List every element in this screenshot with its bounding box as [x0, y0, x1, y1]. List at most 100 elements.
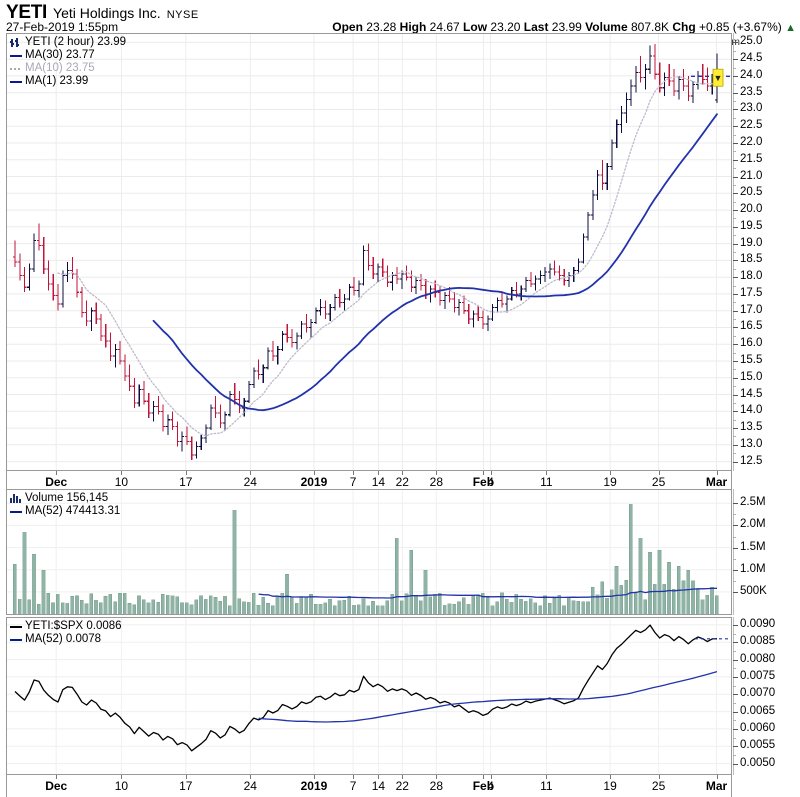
- axis-tick: [733, 243, 738, 245]
- axis-tick-label: 0.0070: [740, 687, 776, 700]
- x-axis-tick: [483, 775, 485, 779]
- ratio-chart-panel[interactable]: [6, 617, 732, 775]
- axis-tick-label: 19.0: [740, 236, 763, 249]
- volume-y-axis: 2.5M 2.0M 1.5M 1.0M 500K: [733, 489, 796, 615]
- x-axis-tick: [56, 775, 58, 779]
- axis-minor-tick: [733, 702, 736, 704]
- axis-tick: [733, 361, 738, 362]
- x-axis-label: 25: [651, 475, 666, 489]
- x-axis-label: 24: [243, 779, 257, 793]
- axis-tick: [733, 210, 738, 212]
- axis-tick: [733, 92, 738, 94]
- axis-minor-tick: [733, 436, 736, 438]
- x-axis-label: 25: [651, 779, 666, 793]
- axis-tick-label: 19.5: [740, 219, 763, 232]
- x-axis-label: 22: [395, 475, 409, 489]
- axis-tick: [733, 109, 738, 111]
- axis-minor-tick: [733, 134, 736, 136]
- axis-minor-tick: [733, 117, 736, 119]
- axis-minor-tick: [733, 201, 736, 203]
- price-chart-panel[interactable]: ▼: [6, 33, 732, 471]
- axis-tick-label: 0.0085: [740, 635, 776, 648]
- ratio-y-axis: 0.0090 0.0085 0.0080 0.0075 0.0070 0.0065 0.00…: [733, 617, 796, 775]
- x-axis-tick: [658, 471, 660, 475]
- axis-tick-row: 14.0: [733, 404, 763, 417]
- axis-tick: [733, 394, 738, 396]
- axis-tick-row: 13.0: [733, 437, 763, 450]
- axis-tick-row: 16.0: [733, 337, 762, 349]
- axis-tick: [733, 591, 738, 593]
- open-value: 23.28: [366, 20, 397, 34]
- axis-minor-tick: [733, 235, 736, 237]
- axis-minor-tick: [733, 402, 736, 404]
- volume-value: 807.8K: [630, 20, 670, 34]
- x-axis-tick: [353, 775, 355, 779]
- axis-tick-row: 0.0055: [733, 740, 775, 752]
- axis-minor-tick: [733, 50, 736, 52]
- axis-minor-tick: [733, 151, 736, 153]
- axis-tick-row: 22.5: [733, 119, 762, 131]
- axis-tick-row: 19.5: [733, 219, 763, 232]
- axis-minor-tick: [733, 218, 736, 220]
- axis-tick-label: 24.0: [740, 68, 763, 81]
- axis-tick-row: 500K: [733, 584, 767, 597]
- axis-tick-label: 25.0: [740, 35, 763, 48]
- axis-tick-label: 500K: [740, 584, 767, 597]
- x-axis-label: 14: [371, 475, 386, 489]
- legend-row-ratio-ma: MA(52) 0.0078: [10, 633, 122, 646]
- ratio-plot: [7, 618, 731, 774]
- axis-tick-row: 23.0: [733, 103, 762, 115]
- x-axis-label: 2019: [300, 779, 328, 793]
- axis-tick: [733, 728, 738, 730]
- svg-text:▼: ▼: [714, 73, 723, 83]
- legend-row-ma1: MA(1) 23.99: [10, 75, 126, 88]
- axis-tick: [733, 75, 738, 77]
- x-axis-label: 28: [429, 475, 444, 489]
- axis-tick-label: 0.0090: [740, 617, 776, 630]
- chg-value: +0.85 (+3.67%): [699, 20, 782, 34]
- price-plot: ▼: [7, 34, 731, 470]
- axis-tick-row: 20.5: [733, 187, 762, 199]
- axis-minor-tick: [733, 720, 736, 722]
- axis-tick: [733, 642, 738, 644]
- axis-minor-tick: [733, 184, 736, 186]
- x-axis-label: 4: [487, 475, 494, 489]
- axis-tick-row: 0.0075: [733, 670, 775, 682]
- axis-minor-tick: [733, 685, 736, 687]
- axis-tick-row: 15.5: [733, 354, 763, 366]
- solid-line-icon: [10, 51, 22, 60]
- volume-plot: [7, 490, 731, 614]
- x-axis-tick: [378, 471, 380, 475]
- axis-tick-row: 24.0: [733, 68, 763, 81]
- x-axis-tick: [610, 775, 612, 779]
- legend-ratio-ma-label: MA(52) 0.0078: [25, 633, 102, 645]
- x-axis-label: 19: [603, 779, 617, 793]
- x-axis-label: Dec: [45, 475, 68, 489]
- axis-minor-tick: [733, 268, 736, 270]
- x-axis-label: 17: [179, 475, 193, 489]
- axis-minor-tick: [733, 737, 736, 739]
- x-axis-tick: [436, 775, 438, 779]
- axis-tick-label: 22.0: [740, 136, 763, 148]
- x-axis-tick: [483, 471, 485, 475]
- axis-tick-label: 0.0050: [740, 756, 776, 769]
- axis-tick-label: 17.0: [740, 303, 763, 316]
- axis-minor-tick: [733, 101, 736, 103]
- axis-minor-tick: [733, 650, 736, 652]
- axis-tick: [733, 293, 738, 295]
- axis-tick-label: 15.5: [740, 354, 763, 366]
- axis-tick-row: 19.0: [733, 236, 763, 249]
- axis-minor-tick: [733, 633, 736, 635]
- legend-row-ma30: MA(30) 23.77: [10, 49, 126, 62]
- axis-minor-tick: [733, 84, 736, 86]
- price-x-axis: Dec 10 17 24 2019 7 14 22 28 Feb 4 11 19 25 Mar: [6, 471, 732, 493]
- axis-tick-label: 13.0: [740, 437, 763, 450]
- axis-tick-label: 0.0080: [740, 652, 776, 665]
- axis-tick-label: 14.0: [740, 404, 763, 417]
- axis-tick: [733, 159, 738, 161]
- axis-tick: [733, 525, 738, 527]
- axis-tick: [733, 428, 738, 430]
- legend-row-volume-ma: MA(52) 474413.31: [10, 505, 120, 518]
- volume-chart-panel[interactable]: [6, 489, 732, 615]
- axis-tick-row: 2.0M: [733, 519, 766, 531]
